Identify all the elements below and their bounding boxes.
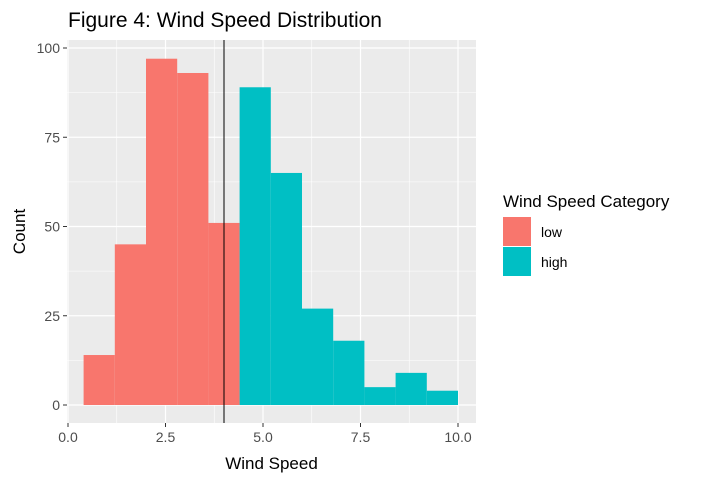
histogram-bar-high bbox=[270, 172, 302, 405]
y-tick-label: 50 bbox=[44, 219, 60, 235]
legend: Wind Speed Category low high bbox=[503, 192, 670, 276]
y-tick-label: 75 bbox=[44, 129, 60, 145]
legend-key-high bbox=[503, 247, 531, 276]
x-tick-label: 10.0 bbox=[444, 429, 471, 445]
x-axis-title: Wind Speed bbox=[225, 454, 318, 473]
y-axis-title: Count bbox=[10, 209, 29, 255]
histogram-bar-low bbox=[83, 355, 115, 405]
x-tick-label: 5.0 bbox=[253, 429, 273, 445]
histogram-bar-high bbox=[302, 308, 334, 405]
x-tick-label: 2.5 bbox=[156, 429, 176, 445]
histogram-bar-high bbox=[364, 387, 396, 405]
histogram-bar-low bbox=[146, 58, 178, 406]
histogram-bar-high bbox=[395, 372, 427, 405]
y-tick-label: 0 bbox=[52, 397, 60, 413]
legend-title: Wind Speed Category bbox=[503, 192, 670, 211]
histogram-bars bbox=[83, 58, 458, 406]
legend-label-high: high bbox=[541, 254, 567, 270]
legend-label-low: low bbox=[541, 224, 563, 240]
x-axis-ticks: 0.0 2.5 5.0 7.5 10.0 bbox=[58, 423, 472, 445]
y-tick-label: 25 bbox=[44, 308, 60, 324]
y-axis-ticks: 0 25 50 75 100 bbox=[37, 40, 67, 413]
chart-title: Figure 4: Wind Speed Distribution bbox=[68, 9, 382, 32]
histogram-bar-low bbox=[114, 244, 146, 405]
histogram-bar-high bbox=[333, 340, 365, 405]
histogram-bar-high bbox=[239, 87, 271, 406]
y-tick-label: 100 bbox=[37, 40, 61, 56]
x-tick-label: 7.5 bbox=[351, 429, 371, 445]
legend-key-low bbox=[503, 217, 531, 246]
x-tick-label: 0.0 bbox=[58, 429, 78, 445]
histogram-bar-high bbox=[426, 390, 458, 405]
legend-entries: low high bbox=[503, 217, 567, 276]
histogram-bar-low bbox=[177, 72, 209, 406]
